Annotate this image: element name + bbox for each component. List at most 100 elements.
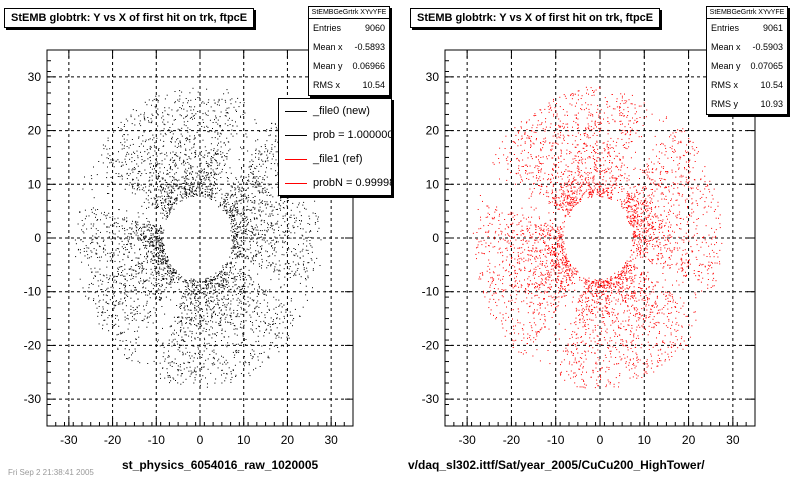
scatter-point [563,158,565,160]
scatter-point [94,292,96,294]
scatter-point [230,261,232,263]
scatter-point [579,150,581,152]
scatter-point [116,334,118,336]
scatter-point [208,165,210,167]
scatter-point [211,285,213,287]
scatter-point [166,282,168,284]
scatter-point [191,280,193,282]
scatter-point [226,212,227,214]
scatter-point [157,207,159,208]
scatter-point [151,290,152,292]
scatter-point [259,246,261,248]
scatter-point [141,228,143,230]
scatter-point [268,135,270,137]
scatter-point [552,197,553,199]
scatter-point [580,156,582,158]
scatter-point [142,286,144,288]
scatter-point [124,297,126,299]
scatter-point [160,184,162,185]
scatter-point [164,184,166,186]
scatter-point [214,172,216,174]
scatter-point [135,230,137,232]
scatter-point [210,143,212,145]
scatter-point [95,249,97,251]
scatter-point [565,164,567,166]
scatter-point [225,112,227,114]
scatter-point [137,188,138,190]
scatter-point [251,154,253,156]
scatter-point [669,249,671,251]
scatter-point [219,162,221,164]
scatter-point [661,227,663,228]
scatter-point [262,289,264,291]
scatter-point [180,305,182,307]
scatter-point [96,307,98,309]
scatter-point [255,183,256,185]
stats-row: RMS x 10.54 [309,76,389,95]
scatter-point [102,280,104,282]
scatter-point [230,379,232,381]
scatter-point [114,305,116,307]
scatter-point [140,239,142,241]
scatter-point [252,171,254,173]
scatter-point [178,369,180,371]
scatter-point [669,209,670,211]
scatter-point [157,125,159,127]
scatter-point [153,307,155,309]
scatter-point [623,102,625,104]
scatter-point [258,306,260,308]
scatter-point [509,300,511,302]
scatter-point [240,215,242,217]
scatter-point [212,279,214,281]
scatter-point [97,315,99,317]
scatter-point [257,181,259,183]
scatter-point [627,200,629,202]
scatter-point [199,192,201,194]
scatter-point [665,117,667,119]
scatter-point [243,279,245,281]
scatter-point [633,219,635,221]
scatter-point [558,338,560,340]
scatter-point [207,321,209,323]
scatter-point [127,291,129,293]
scatter-point [207,130,209,132]
scatter-point [181,176,183,178]
scatter-point [193,185,195,187]
scatter-point [185,168,187,170]
scatter-point [179,345,181,347]
scatter-point [306,240,308,242]
scatter-point [102,324,104,326]
scatter-point [225,273,227,275]
scatter-point [214,196,216,198]
scatter-point [231,194,233,195]
scatter-point [222,290,223,292]
scatter-point [176,185,178,187]
scatter-point [156,161,158,163]
scatter-point [633,241,635,243]
scatter-point [147,195,149,197]
scatter-point [208,292,210,294]
scatter-point [277,220,279,222]
scatter-point [279,237,281,239]
scatter-point [120,238,122,240]
scatter-point [171,169,173,171]
scatter-point [198,191,200,193]
scatter-point [240,176,242,178]
scatter-point [195,150,197,152]
scatter-point [184,305,186,307]
scatter-point [233,215,235,217]
scatter-point [171,361,173,363]
scatter-point [248,180,250,182]
scatter-point [141,270,143,272]
scatter-point [194,194,195,195]
scatter-point [224,318,226,320]
scatter-point [198,323,200,325]
scatter-point [169,184,171,186]
scatter-point [216,160,217,162]
scatter-point [219,276,221,278]
scatter-point [165,287,167,289]
scatter-point [160,242,162,244]
scatter-point [103,223,105,225]
scatter-point [233,236,235,238]
scatter-point [127,255,129,257]
